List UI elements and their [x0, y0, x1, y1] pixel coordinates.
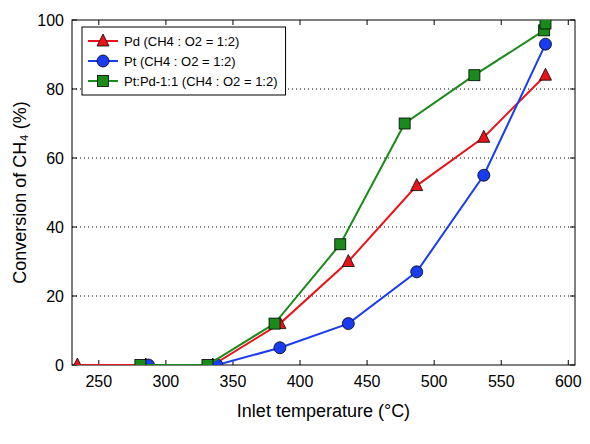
- tick-mark: [232, 20, 233, 25]
- legend-label: Pt (CH4 : O2 = 1:2): [124, 54, 236, 69]
- plot-area: [72, 20, 551, 365]
- tick-label: 0: [55, 357, 64, 374]
- tick-mark: [434, 360, 435, 365]
- data-point: [540, 20, 551, 29]
- tick-mark: [568, 360, 569, 365]
- data-point: [411, 179, 423, 191]
- tick-mark: [72, 227, 77, 228]
- grid-line: [72, 296, 575, 297]
- data-point: [469, 70, 480, 81]
- legend-marker: [98, 76, 109, 87]
- tick-label: 100: [37, 12, 64, 29]
- tick-mark: [570, 296, 575, 297]
- data-point: [202, 360, 213, 366]
- tick-label: 550: [488, 373, 515, 390]
- legend-label: Pd (CH4 : O2 = 1:2): [124, 34, 239, 49]
- series-line: [77, 75, 545, 365]
- data-point: [274, 342, 286, 354]
- legend-box: [82, 27, 286, 95]
- data-point: [411, 266, 423, 278]
- data-point: [335, 239, 346, 250]
- data-point: [342, 318, 354, 330]
- tick-mark: [570, 158, 575, 159]
- grid-line: [72, 227, 575, 228]
- tick-mark: [98, 20, 99, 25]
- data-point: [539, 38, 551, 50]
- tick-label: 400: [287, 373, 314, 390]
- grid-line: [72, 158, 575, 159]
- tick-mark: [72, 158, 77, 159]
- tick-label: 300: [153, 373, 180, 390]
- tick-mark: [501, 20, 502, 25]
- data-point: [342, 255, 354, 267]
- tick-mark: [300, 20, 301, 25]
- tick-label: 80: [46, 81, 64, 98]
- y-axis-label: Conversion of CH₄ (%): [10, 101, 30, 283]
- data-point: [72, 358, 83, 365]
- data-point: [399, 118, 410, 129]
- tick-mark: [434, 20, 435, 25]
- chart: 0 20 40 60 80 100 250 300 350 400 450 500 550 600 Inle…: [0, 0, 590, 444]
- tick-label: 60: [46, 150, 64, 167]
- tick-mark: [72, 89, 77, 90]
- tick-mark: [72, 296, 77, 297]
- data-point: [478, 130, 490, 142]
- legend-marker: [97, 34, 109, 46]
- data-point: [539, 68, 551, 80]
- tick-label: 20: [46, 288, 64, 305]
- tick-mark: [300, 360, 301, 365]
- tick-label: 450: [354, 373, 381, 390]
- data-point: [269, 318, 280, 329]
- legend-marker: [97, 55, 109, 67]
- data-point: [478, 169, 490, 181]
- tick-mark: [568, 20, 569, 25]
- tick-label: 250: [85, 373, 112, 390]
- x-axis-label: Inlet temperature (°C): [237, 401, 410, 421]
- data-point: [135, 360, 146, 366]
- tick-mark: [367, 20, 368, 25]
- tick-mark: [570, 89, 575, 90]
- tick-label: 350: [220, 373, 247, 390]
- tick-mark: [367, 360, 368, 365]
- tick-label: 600: [555, 373, 582, 390]
- legend: Pd (CH4 : O2 = 1:2) Pt (CH4 : O2 = 1:2) Pt…: [82, 27, 286, 95]
- tick-mark: [570, 227, 575, 228]
- tick-mark: [501, 360, 502, 365]
- tick-label: 500: [421, 373, 448, 390]
- tick-mark: [165, 20, 166, 25]
- tick-label: 40: [46, 219, 64, 236]
- plot-frame: [72, 20, 575, 365]
- legend-label: Pt:Pd-1:1 (CH4 : O2 = 1:2): [124, 74, 278, 89]
